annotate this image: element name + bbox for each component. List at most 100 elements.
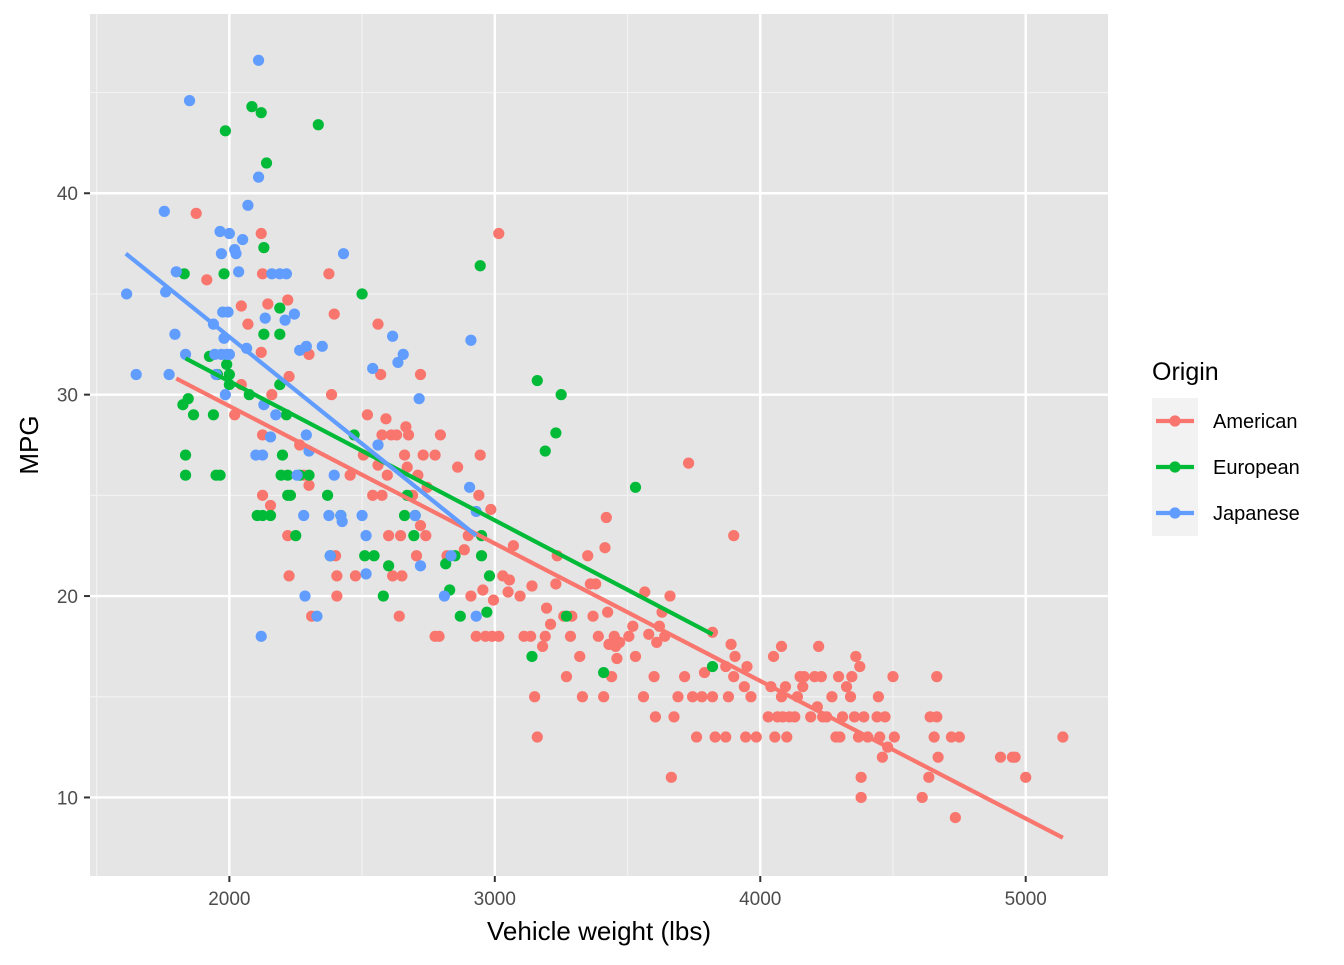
y-tick-label: 40	[57, 184, 78, 205]
data-point	[219, 125, 231, 137]
data-point	[888, 731, 900, 743]
data-point	[256, 489, 269, 501]
data-point	[169, 328, 181, 340]
legend-keys: American European Japanese	[1152, 398, 1300, 536]
data-point	[170, 266, 182, 278]
data-point	[555, 389, 567, 401]
data-point	[598, 691, 610, 703]
data-point	[401, 461, 413, 473]
data-point	[529, 691, 541, 703]
data-point	[994, 751, 1007, 763]
data-point	[356, 288, 368, 300]
data-point	[367, 489, 379, 501]
data-point	[414, 368, 427, 381]
data-point	[387, 570, 399, 582]
data-point	[953, 731, 965, 743]
data-point	[440, 558, 452, 570]
data-point	[923, 771, 935, 783]
data-point	[728, 530, 740, 542]
data-point	[473, 489, 485, 501]
x-tick-label: 5000	[1005, 889, 1047, 910]
data-point	[639, 586, 651, 598]
data-point	[256, 509, 269, 522]
data-point	[648, 671, 660, 683]
data-point	[945, 731, 957, 743]
data-point	[420, 530, 432, 542]
data-point	[223, 348, 235, 360]
trend-line-american	[175, 376, 1064, 840]
data-point	[255, 346, 267, 358]
data-point	[613, 636, 626, 648]
data-point	[560, 671, 573, 683]
data-point	[637, 691, 650, 703]
data-point	[230, 248, 242, 260]
data-point	[590, 578, 602, 590]
data-point	[303, 479, 315, 491]
series-japanese-points	[121, 54, 482, 642]
data-point	[376, 489, 388, 501]
data-point	[255, 630, 267, 642]
data-point	[536, 640, 549, 653]
data-point	[576, 691, 589, 703]
x-tick-label: 2000	[208, 889, 250, 910]
data-point	[201, 274, 213, 286]
data-point	[797, 681, 809, 693]
data-point	[280, 268, 293, 280]
data-point	[242, 199, 254, 211]
data-point	[179, 348, 192, 360]
data-point	[270, 409, 282, 421]
data-point	[454, 610, 466, 622]
legend-label: Japanese	[1213, 503, 1300, 525]
data-point	[649, 711, 662, 723]
data-point	[242, 318, 254, 330]
data-point	[762, 711, 774, 723]
data-point	[433, 630, 445, 642]
data-point	[493, 227, 505, 240]
data-point	[738, 681, 750, 693]
data-point	[485, 503, 497, 516]
data-point	[813, 640, 825, 653]
data-point	[291, 469, 303, 481]
data-point	[709, 731, 721, 743]
data-point	[410, 550, 423, 562]
data-point	[323, 268, 335, 280]
data-point	[879, 711, 891, 723]
data-point	[775, 640, 788, 653]
data-point	[525, 630, 537, 642]
data-point	[574, 650, 586, 663]
data-point	[214, 469, 226, 481]
data-point	[235, 300, 247, 312]
data-point	[475, 550, 488, 562]
data-point	[331, 570, 343, 582]
data-point	[368, 550, 380, 562]
data-point	[540, 602, 553, 614]
data-point	[668, 711, 680, 723]
data-point	[223, 227, 235, 240]
data-point	[651, 636, 663, 648]
data-point	[414, 560, 427, 572]
data-point	[179, 449, 192, 461]
legend-key-point	[1169, 415, 1181, 427]
data-point	[252, 171, 265, 183]
data-point	[183, 95, 196, 107]
data-point	[283, 570, 295, 582]
data-point	[740, 731, 752, 743]
legend: Origin American European Japanese	[1152, 358, 1300, 536]
data-point	[288, 308, 300, 320]
data-point	[221, 358, 233, 371]
data-point	[223, 368, 235, 381]
data-point	[383, 560, 395, 572]
data-point	[396, 570, 408, 582]
data-point	[397, 348, 409, 360]
data-point	[850, 650, 862, 663]
data-point	[290, 530, 302, 542]
data-point	[445, 550, 457, 562]
data-point	[470, 630, 482, 642]
data-point	[602, 606, 614, 618]
data-point	[840, 681, 853, 693]
data-point	[526, 650, 538, 663]
data-point	[474, 449, 486, 461]
data-point	[458, 544, 470, 556]
data-point	[493, 630, 505, 642]
data-point	[256, 268, 269, 280]
